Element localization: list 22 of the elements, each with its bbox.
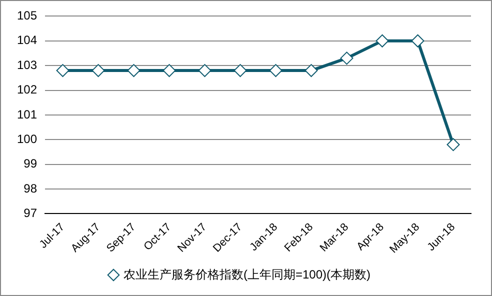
point	[162, 64, 176, 78]
point	[127, 64, 140, 78]
legend-label: 农业生产服务价格指数(上年同期=100)(本期数)	[123, 267, 371, 282]
y-tick-label: 103	[16, 58, 38, 72]
y-tick-label: 105	[16, 8, 38, 23]
point	[304, 64, 318, 78]
point	[234, 64, 247, 78]
point	[411, 34, 424, 48]
point	[269, 64, 282, 78]
y-tick-label: 98	[24, 181, 38, 196]
y-tick-label: 104	[16, 33, 38, 48]
y-tick-label: 99	[24, 156, 38, 171]
point	[446, 138, 460, 152]
point	[198, 64, 212, 78]
point	[56, 64, 70, 78]
y-tick-label: 101	[16, 107, 38, 122]
y-tick-label: 97	[24, 206, 38, 220]
point	[92, 64, 105, 78]
point	[376, 34, 389, 48]
y-tick-label: 102	[16, 82, 38, 97]
y-tick-label: 100	[16, 132, 38, 146]
point	[340, 52, 354, 65]
